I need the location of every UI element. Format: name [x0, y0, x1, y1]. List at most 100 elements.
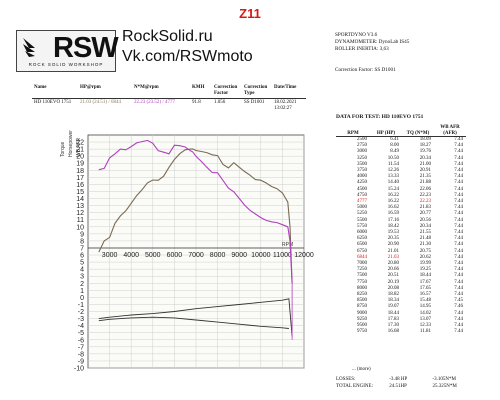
table-row: 2750 8.00 18.27 7.44 — [336, 143, 466, 149]
table-cell: 7.44 — [454, 155, 463, 161]
run-header: Date/Time — [272, 84, 306, 99]
table-cell: 7.44 — [454, 230, 463, 236]
y-tick-label: -3 — [78, 316, 84, 323]
table-cell: 14.40 — [387, 180, 399, 186]
table-cell: 8.00 — [390, 143, 399, 149]
x-tick-label: 7000 — [188, 252, 204, 259]
table-row: 7500 20.51 18.44 7.44 — [336, 273, 466, 279]
table-cell: 9000 — [357, 310, 367, 316]
table-cell: 21.88 — [419, 180, 431, 186]
table-cell: 20.66 — [387, 267, 399, 273]
site-line-2: Vk.com/RSWmoto — [122, 48, 253, 65]
table-cell: 22.23 — [419, 192, 431, 198]
y-axis-label: WB AFR — [76, 137, 82, 157]
table-cell: 18.09 — [419, 137, 431, 142]
x-tick-label: 11000 — [273, 252, 292, 259]
table-cell: 20.56 — [419, 217, 431, 223]
y-tick-label: -5 — [78, 330, 84, 337]
table-cell: 8000 — [357, 285, 367, 291]
table-row: 8000 20.08 17.65 7.44 — [336, 286, 466, 292]
y-tick-label: 0 — [80, 295, 84, 302]
table-cell: 7250 — [357, 267, 367, 273]
run-header: KMH — [190, 84, 212, 99]
table-cell: 18.44 — [387, 310, 399, 316]
table-cell: 20.34 — [419, 223, 431, 229]
logo: RSW ROCK SOLID WORKSHOP — [16, 30, 119, 72]
y-tick-label: 13 — [76, 203, 84, 210]
table-cell: 6500 — [357, 242, 367, 248]
table-cell: 19.53 — [387, 230, 399, 236]
table-row: 4750 16.22 22.23 7.44 — [336, 193, 466, 199]
run-table: Name HP@rpm N*M@rpm KMH Correction Facto… — [32, 84, 306, 113]
run-header: N*M@rpm — [132, 84, 190, 99]
table-cell: 7750 — [357, 279, 367, 285]
table-cell: 14.02 — [419, 310, 431, 316]
total-label: TOTAL ENGINE: — [336, 384, 373, 389]
table-cell: 16.68 — [387, 329, 399, 335]
run-cell: 1.056 — [214, 100, 226, 105]
table-cell: 11.81 — [419, 329, 431, 335]
table-cell: 9750 — [357, 329, 367, 335]
table-row: 9250 17.83 13.07 7.44 — [336, 317, 466, 323]
table-cell: 20.08 — [387, 285, 399, 291]
table-cell: 7.44 — [454, 236, 463, 242]
run-header: Correction Type — [242, 84, 272, 99]
y-tick-label: 5 — [80, 260, 84, 267]
y-tick-label: 8 — [80, 238, 84, 245]
table-row: 2500 6.41 18.09 7.44 — [336, 137, 466, 144]
table-cell: 6750 — [357, 248, 367, 254]
table-cell: 2500 — [357, 137, 367, 142]
losses-row: LOSSES: -3.48 HP -3.105N*M — [336, 377, 456, 382]
table-cell: 7.44 — [454, 267, 463, 273]
correction-factor: Correction Factor: SS D1001 — [335, 67, 396, 73]
x-tick-label: 5000 — [145, 252, 161, 259]
table-row: 4000 13.33 21.35 7.44 — [336, 174, 466, 180]
table-cell: 7.44 — [454, 279, 463, 285]
run-header: Correction Factor — [212, 84, 242, 99]
table-cell: 20.90 — [387, 242, 399, 248]
table-cell: 3750 — [357, 168, 367, 174]
y-tick-label: 6 — [80, 253, 84, 260]
table-cell: 7.44 — [454, 199, 463, 205]
x-tick-label: 3000 — [102, 252, 118, 259]
table-cell: 7.44 — [454, 174, 463, 180]
run-cell: HD 110EVO 1751 — [34, 100, 72, 105]
table-cell: 18.42 — [387, 223, 399, 229]
y-tick-label: 7 — [80, 245, 84, 252]
table-cell: 20.77 — [419, 211, 431, 217]
table-cell: 3250 — [357, 155, 367, 161]
y-tick-label: -9 — [78, 358, 84, 365]
table-cell: 20.34 — [419, 155, 431, 161]
table-row: 4777 16.22 22.23 7.44 — [336, 199, 466, 205]
y-tick-label: 4 — [80, 267, 84, 274]
dyno-line-3: ROLLER INERTIA: 3,63 — [335, 46, 389, 52]
data-header: HP (HP) — [370, 125, 402, 137]
y-tick-label: 3 — [80, 274, 84, 281]
table-cell: 19.76 — [419, 149, 431, 155]
y-tick-label: 1 — [80, 288, 84, 295]
table-cell: 18.82 — [387, 292, 399, 298]
table-cell: 7500 — [357, 273, 367, 279]
data-header: TQ (N*M) — [402, 125, 434, 137]
y-tick-label: -4 — [78, 323, 84, 330]
table-cell: 4777 — [357, 199, 367, 205]
table-cell: 18.27 — [419, 143, 431, 149]
y-tick-label: 20 — [76, 154, 84, 161]
table-cell: 7.44 — [454, 211, 463, 217]
y-tick-label: 14 — [76, 196, 84, 203]
table-cell: 7.44 — [454, 329, 463, 335]
table-row: 9000 18.44 14.02 7.44 — [336, 311, 466, 317]
table-cell: 6250 — [357, 236, 367, 242]
table-cell: 12.26 — [387, 168, 399, 174]
table-cell: 7.44 — [454, 248, 463, 254]
horsepower-line — [98, 148, 293, 284]
wings-icon — [23, 38, 35, 57]
y-tick-label: 15 — [76, 189, 84, 196]
table-row: 4500 15.24 22.06 7.44 — [336, 187, 466, 193]
table-row: 9500 17.30 12.33 7.44 — [336, 323, 466, 329]
table-cell: 5000 — [357, 205, 367, 211]
y-tick-label: 18 — [76, 168, 84, 175]
table-cell: 16.59 — [387, 211, 399, 217]
table-cell: 4250 — [357, 180, 367, 186]
losses-tq: -3.105N*M — [432, 377, 456, 382]
